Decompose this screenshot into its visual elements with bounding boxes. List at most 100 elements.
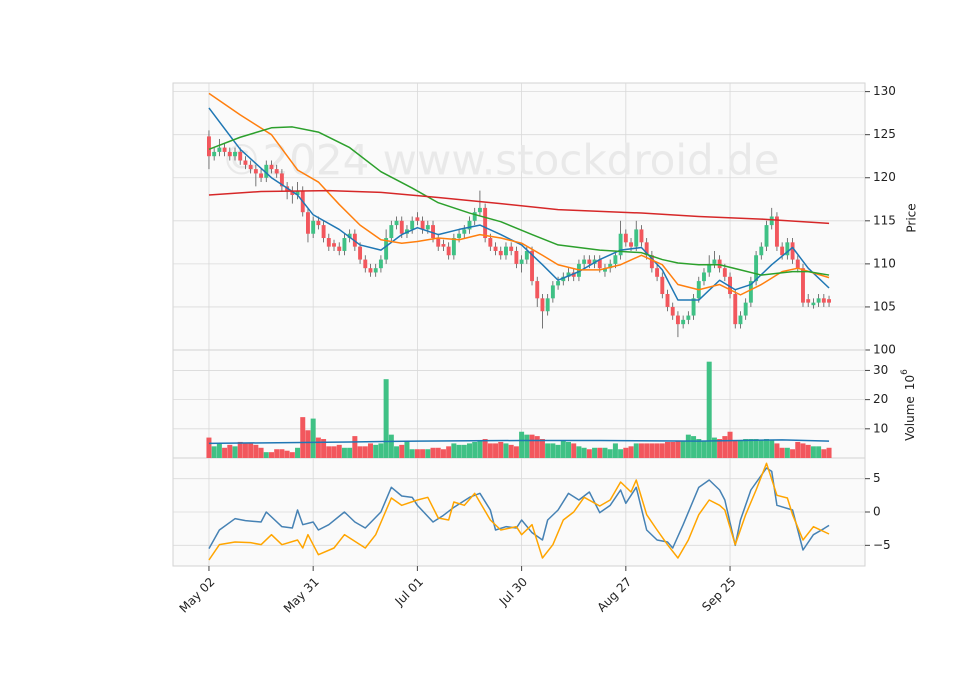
volume-bar [487, 443, 493, 458]
volume-bar [644, 443, 650, 458]
volume-bar [628, 446, 634, 458]
line [208, 92, 830, 296]
candle-body [321, 225, 326, 239]
candle-body [790, 242, 795, 260]
candle-body [639, 229, 644, 243]
y-tick-label: 100 [873, 343, 896, 357]
volume-bar [466, 443, 472, 458]
candle-body [399, 220, 404, 234]
candle-body [702, 272, 706, 282]
volume-bar [800, 443, 806, 458]
candle-body [306, 212, 310, 234]
y-tick-label: 10 [873, 421, 888, 435]
volume-bar [446, 446, 452, 458]
candle-body [410, 220, 415, 230]
x-tick-label: Sep 25 [699, 575, 738, 614]
volume-bar [216, 443, 222, 458]
volume-bar [623, 447, 629, 458]
candle-body [514, 250, 519, 264]
candle-body [561, 276, 566, 282]
volume-offset-exponent: 6 [900, 369, 910, 375]
panel-background [172, 82, 866, 351]
volume-bar [659, 443, 665, 458]
candle-body [655, 268, 660, 277]
candle-body [754, 255, 759, 282]
candle-body [665, 294, 670, 307]
volume-bar [732, 440, 738, 458]
candle-body [420, 220, 425, 230]
volume-bar [607, 449, 613, 458]
candle-body [827, 299, 831, 303]
candle-body [524, 250, 529, 260]
volume-bar [727, 431, 733, 458]
candle-body [431, 225, 435, 239]
volume-bar [784, 447, 790, 458]
candle-body [748, 281, 753, 303]
candle-body [332, 243, 336, 247]
volume-bar [649, 443, 655, 458]
candle-body [467, 220, 472, 230]
volume-bar [394, 446, 400, 458]
candle-body [785, 242, 790, 256]
candle-body [212, 151, 217, 157]
volume-bar [701, 440, 707, 458]
candle-body [436, 238, 441, 247]
volume-label-text: Volume [903, 396, 917, 441]
candle-body [540, 298, 545, 312]
candle-body [764, 225, 769, 247]
y-tick-label: 20 [873, 392, 888, 406]
candle-body [253, 169, 258, 174]
candle-body [707, 263, 712, 273]
candle-body [670, 306, 675, 316]
candle-body [378, 259, 383, 269]
candle-body [816, 298, 821, 303]
volume-bar [769, 440, 775, 458]
volume-bar [310, 418, 316, 458]
volume-bar [274, 449, 280, 458]
volume-bar [409, 449, 415, 458]
volume-bar [560, 440, 566, 458]
volume-bar [414, 449, 420, 458]
volume-bar [362, 446, 368, 458]
volume-bar [498, 441, 504, 458]
volume-bar [576, 446, 582, 458]
candle-body [733, 294, 738, 325]
volume-bar [305, 430, 311, 458]
candle-body [644, 242, 649, 256]
volume-bar [524, 434, 530, 458]
volume-bar [748, 439, 754, 458]
candle-body [217, 147, 222, 152]
candle-body [337, 246, 342, 251]
candle-body [530, 250, 534, 282]
candle-body [681, 319, 686, 325]
candle-body [675, 315, 680, 325]
candle-body [712, 259, 717, 264]
volume-bar [519, 431, 525, 458]
candle-body [722, 268, 727, 277]
candle-body [493, 246, 498, 251]
volume-bar [347, 447, 353, 458]
y-tick-label: 125 [873, 127, 896, 141]
volume-bar [295, 447, 301, 458]
candle-body [342, 238, 347, 251]
volume-bar [300, 417, 306, 458]
volume-bar [284, 450, 290, 458]
volume-bar [232, 446, 238, 458]
volume-bar [816, 446, 822, 458]
candle-body [222, 147, 227, 152]
candle-body [634, 229, 639, 247]
volume-bar [638, 443, 644, 458]
candle-body [504, 246, 508, 256]
volume-bar [268, 452, 274, 458]
volume-bar [242, 443, 248, 458]
candle-body [269, 164, 274, 170]
candle-body [425, 225, 430, 230]
volume-bar [503, 443, 509, 458]
candle-body [295, 190, 300, 195]
candle-body [597, 259, 602, 269]
volume-bar [399, 444, 405, 458]
volume-bar [211, 446, 217, 458]
volume-bar [821, 449, 827, 458]
volume-bar [383, 379, 389, 458]
volume-bar [550, 443, 556, 458]
